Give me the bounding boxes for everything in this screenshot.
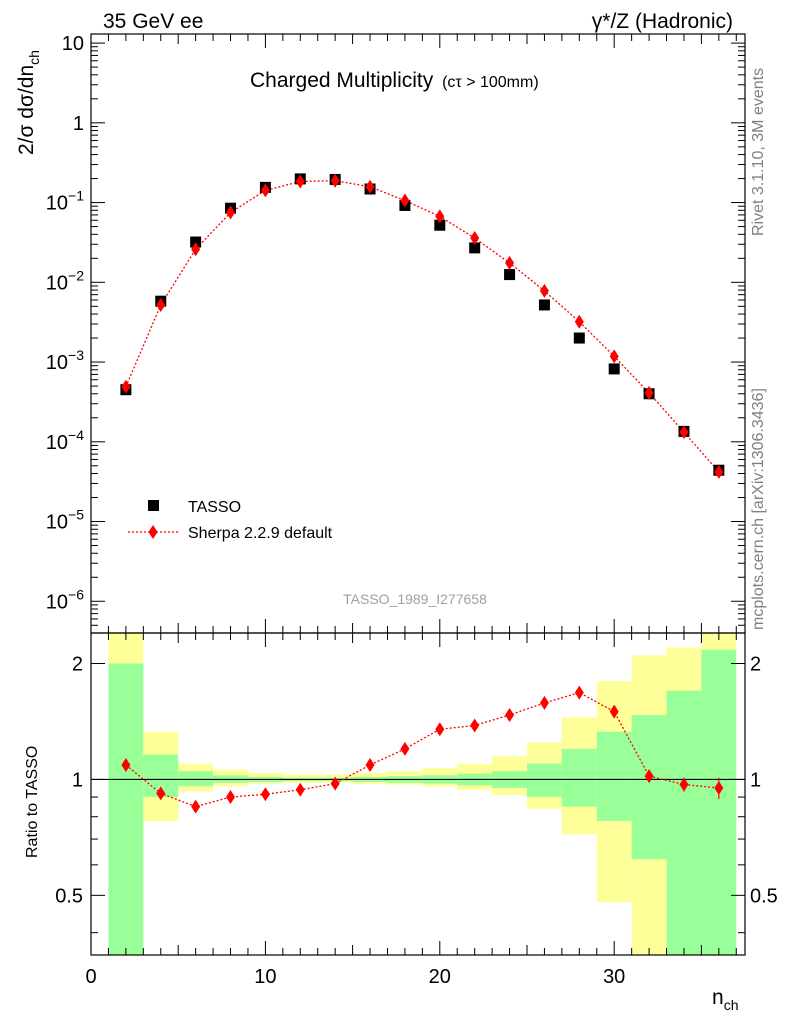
ratio-y-tick-label-right: 1 — [750, 769, 761, 791]
sherpa-series-line — [125, 180, 720, 473]
ratio-uncertainty-bands — [108, 633, 737, 955]
ratio-sherpa-point — [121, 758, 131, 773]
tasso-point — [608, 363, 620, 375]
sherpa-point — [574, 314, 584, 329]
legend-tasso-label: TASSO — [188, 499, 241, 516]
ratio-sherpa-point — [679, 777, 689, 792]
sherpa-point — [295, 174, 305, 189]
main-y-tick-label: 10−2 — [46, 267, 84, 294]
legend-sherpa-label: Sherpa 2.2.9 default — [188, 525, 333, 542]
ratio-y-tick-label-left: 0.5 — [55, 885, 83, 907]
ratio-sherpa-point — [714, 780, 724, 795]
ratio-data-marks — [121, 685, 724, 814]
sherpa-point — [226, 205, 236, 220]
main-y-tick-label: 10−1 — [46, 188, 84, 215]
sherpa-point — [156, 297, 166, 312]
ratio-sherpa-line — [125, 691, 719, 808]
sherpa-point — [505, 255, 515, 270]
process-label: γ*/Z (Hadronic) — [592, 10, 733, 33]
sherpa-point — [644, 385, 654, 400]
main-y-tick-label: 10−4 — [46, 427, 84, 454]
ratio-sherpa-point — [260, 787, 270, 802]
ratio-sherpa-point — [226, 790, 236, 805]
sherpa-point — [191, 242, 201, 257]
sherpa-point — [330, 173, 340, 188]
ratio-sherpa-point — [365, 758, 375, 773]
main-y-tick-label: 10−3 — [46, 347, 84, 374]
sherpa-point — [609, 349, 619, 364]
ratio-sherpa-point — [505, 707, 515, 722]
ratio-sherpa-point — [295, 782, 305, 797]
ratio-y-tick-label-right: 0.5 — [750, 885, 778, 907]
sherpa-point — [470, 230, 480, 245]
stat-uncertainty-band — [527, 763, 562, 798]
sherpa-point — [121, 379, 131, 394]
main-y-tick-label: 10−5 — [46, 507, 84, 534]
main-y-tick-label: 1 — [73, 113, 84, 135]
tasso-point — [573, 332, 585, 344]
stat-uncertainty-band — [666, 690, 702, 955]
legend-tasso-marker — [148, 500, 159, 511]
plot-title-suffix: (cτ > 100mm) — [442, 74, 539, 91]
main-y-tick-label: 10 — [62, 33, 84, 55]
stat-uncertainty-band — [561, 748, 597, 807]
ratio-frame-rect — [90, 632, 746, 956]
tasso-point — [469, 242, 481, 254]
stat-uncertainty-band — [631, 714, 667, 860]
main-plot-frame — [90, 33, 746, 634]
ratio-sherpa-point — [330, 776, 340, 791]
main-axis-ticks: 10 1 10−1 10−2 10−3 10−4 10−5 10−6 — [46, 33, 745, 634]
stat-uncertainty-band — [108, 663, 144, 955]
tasso-point — [190, 236, 202, 248]
x-tick-label: 30 — [603, 966, 625, 988]
analysis-label: TASSO_1989_I277658 — [343, 591, 487, 607]
x-axis-label: nch — [712, 986, 738, 1013]
plot-title-main: Charged Multiplicity — [250, 69, 434, 92]
ratio-y-tick-label-left: 1 — [72, 769, 83, 791]
sherpa-line — [125, 180, 720, 473]
x-tick-label: 20 — [429, 966, 451, 988]
ratio-sherpa-point — [191, 799, 201, 814]
sherpa-point — [400, 193, 410, 208]
x-tick-label: 10 — [254, 966, 276, 988]
ratio-sherpa-point — [574, 685, 584, 700]
ratio-y-axis-label: Ratio to TASSO — [24, 746, 41, 858]
ratio-y-tick-label-left: 2 — [72, 653, 83, 675]
sherpa-point — [365, 179, 375, 194]
stat-uncertainty-band — [701, 649, 737, 955]
ratio-axis-ticks: 0 10 20 30 0.5 0.5 1 1 2 2 — [55, 633, 778, 988]
ratio-sherpa-point — [644, 769, 654, 784]
energy-label: 35 GeV ee — [103, 10, 203, 33]
tasso-point — [504, 269, 516, 281]
sherpa-point — [679, 425, 689, 440]
tasso-point — [538, 299, 550, 311]
main-data-marks — [120, 173, 725, 479]
stat-uncertainty-band — [178, 771, 214, 787]
ratio-sherpa-point — [470, 718, 480, 733]
sherpa-point — [714, 464, 724, 479]
sherpa-point — [260, 183, 270, 198]
ratio-sherpa-point — [435, 722, 445, 737]
tasso-point — [434, 219, 446, 231]
plot-title: Charged Multiplicity (cτ > 100mm) — [250, 69, 539, 92]
legend: TASSO Sherpa 2.2.9 default — [128, 499, 333, 542]
main-frame-rect — [90, 33, 746, 634]
rivet-version-label: Rivet 3.1.10, 3M events — [750, 68, 767, 236]
legend-sherpa-marker — [148, 525, 158, 539]
main-y-axis-label: 2/σ dσ/dnch — [15, 50, 42, 155]
ratio-sherpa-point — [609, 704, 619, 719]
x-tick-label: 0 — [85, 966, 96, 988]
stat-uncertainty-band — [596, 731, 632, 821]
ratio-y-tick-label-right: 2 — [750, 653, 761, 675]
main-y-tick-label: 10−6 — [46, 586, 84, 613]
ratio-sherpa-point — [539, 695, 549, 710]
sherpa-point — [539, 283, 549, 298]
ratio-sherpa-point — [156, 786, 166, 801]
ratio-sherpa-point — [400, 741, 410, 756]
ratio-plot-frame — [90, 632, 746, 956]
mcplots-site-label: mcplots.cern.ch [arXiv:1306.3436] — [750, 388, 767, 630]
sherpa-point — [435, 209, 445, 224]
